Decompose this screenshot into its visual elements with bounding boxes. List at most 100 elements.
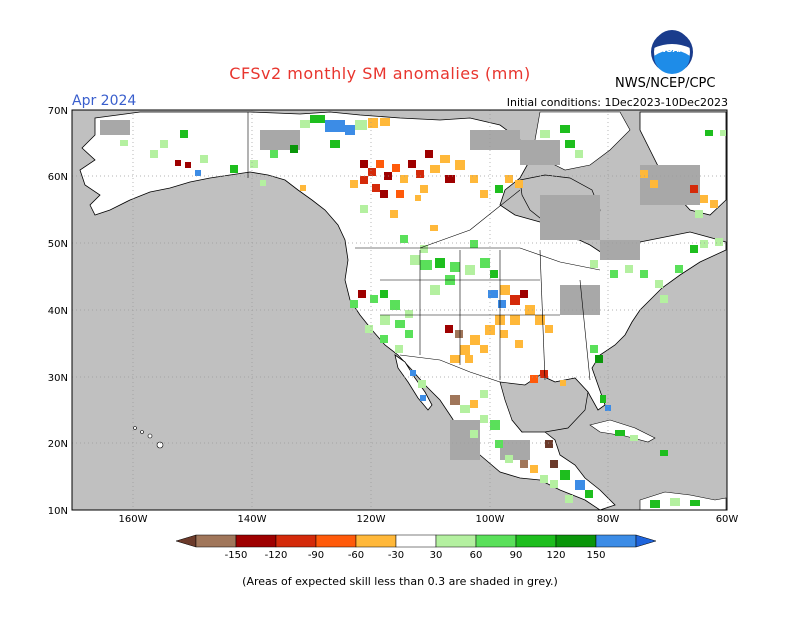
colorbar-tick-label: -30 [388, 550, 404, 561]
map-frame [71, 109, 728, 511]
anomaly-cell [590, 260, 598, 268]
anomaly-cell [565, 495, 573, 503]
anomaly-cell [180, 130, 188, 138]
colorbar-tick-label: -60 [348, 550, 364, 561]
anomaly-cell [655, 280, 663, 288]
anomaly-cell [430, 165, 440, 173]
colorbar-tick-label: 150 [586, 550, 605, 561]
anomaly-cell [600, 395, 606, 403]
anomaly-cell [500, 285, 510, 295]
anomaly-cell [368, 118, 378, 128]
anomaly-cell [625, 265, 633, 273]
anomaly-cell [460, 345, 470, 355]
graticule [72, 110, 727, 510]
colorbar-tick-label: -150 [225, 550, 248, 561]
colorbar-swatch [515, 534, 557, 548]
anomaly-cell [440, 155, 450, 163]
lat-label: 60N [48, 172, 68, 183]
anomaly-cell [535, 315, 545, 325]
anomaly-cell [185, 162, 191, 168]
lon-label: 100W [476, 514, 505, 525]
anomaly-cell [495, 185, 503, 193]
anomaly-cell [445, 175, 455, 183]
anomaly-cell [560, 470, 570, 480]
colorbar-swatch [395, 534, 437, 548]
anomaly-cell [540, 370, 548, 378]
colorbar-swatch [435, 534, 477, 548]
footnote: (Areas of expected skill less than 0.3 a… [242, 575, 558, 588]
anomaly-cell [700, 195, 708, 203]
anomaly-cell [120, 140, 128, 146]
hawaii-islands [133, 426, 164, 449]
anomaly-cell [590, 345, 598, 353]
anomaly-cell [640, 170, 648, 178]
anomaly-cell [365, 325, 373, 333]
anomaly-cell [650, 180, 658, 188]
anomaly-cell [450, 355, 460, 363]
anomaly-cell [498, 300, 506, 308]
anomaly-cell [300, 120, 310, 128]
anomaly-cell [480, 258, 490, 268]
anomaly-cell [420, 260, 432, 270]
anomaly-cell [560, 380, 566, 386]
anomaly-cell [250, 160, 258, 168]
anomaly-cell [495, 440, 503, 448]
colorbar-swatch [595, 534, 637, 548]
anomaly-cell [490, 420, 500, 430]
anomaly-cell [270, 150, 278, 158]
anomaly-cell [350, 300, 358, 308]
anomaly-cell [605, 405, 611, 411]
anomaly-cell [545, 440, 553, 448]
colorbar-tick-label: -120 [265, 550, 288, 561]
anomaly-cell [530, 465, 538, 473]
anomaly-cell [675, 265, 683, 273]
anomaly-cell [392, 164, 400, 172]
anomaly-cell [520, 290, 528, 298]
anomaly-cell [720, 130, 726, 136]
anomaly-cell [550, 480, 558, 488]
agency-label: NWS/NCEP/CPC [615, 76, 716, 91]
anomaly-cell [150, 150, 158, 158]
anomaly-cell [430, 285, 440, 295]
longitude-labels: 160W 140W 120W 100W 80W 60W [119, 514, 739, 525]
anomaly-cell [510, 295, 520, 305]
anomaly-cell [695, 210, 703, 218]
anomaly-cell [470, 175, 478, 183]
anomaly-cell [595, 355, 603, 363]
lon-label: 120W [357, 514, 386, 525]
anomaly-cell [325, 120, 345, 132]
anomaly-cell [450, 395, 460, 405]
anomaly-cell [420, 245, 428, 253]
anomaly-cell [330, 140, 340, 148]
anomaly-cell [260, 180, 266, 186]
anomaly-cell [368, 168, 376, 176]
anomaly-cell [290, 145, 298, 153]
anomaly-cell [470, 400, 478, 408]
anomaly-cell [500, 330, 508, 338]
lon-label: 80W [597, 514, 620, 525]
anomaly-cell [660, 295, 668, 303]
colorbar-upper-arrow [635, 534, 657, 548]
anomaly-cell [435, 258, 445, 268]
noaa-logo-icon: NOAA [651, 30, 693, 74]
anomaly-cell [510, 315, 520, 325]
anomaly-cell [565, 140, 575, 148]
anomaly-cell [400, 235, 408, 243]
anomaly-cell [372, 184, 380, 192]
anomaly-cell [515, 340, 523, 348]
lat-label: 20N [48, 439, 68, 450]
anomaly-cell [345, 125, 355, 135]
anomaly-cell [460, 405, 470, 413]
anomaly-cell [480, 390, 488, 398]
colorbar-swatch [195, 534, 237, 548]
anomaly-cell [575, 480, 585, 490]
south-america-coast [639, 491, 727, 510]
colorbar-legend [175, 534, 657, 548]
anomaly-cell [700, 240, 708, 248]
anomaly-cell [380, 315, 390, 325]
colorbar-tick-label: 60 [470, 550, 483, 561]
colorbar-labels: -150 -120 -90 -60 -30 30 60 90 120 150 [225, 550, 606, 561]
anomaly-cell [660, 450, 668, 456]
lon-label: 60W [716, 514, 739, 525]
anomaly-cell [615, 430, 625, 436]
